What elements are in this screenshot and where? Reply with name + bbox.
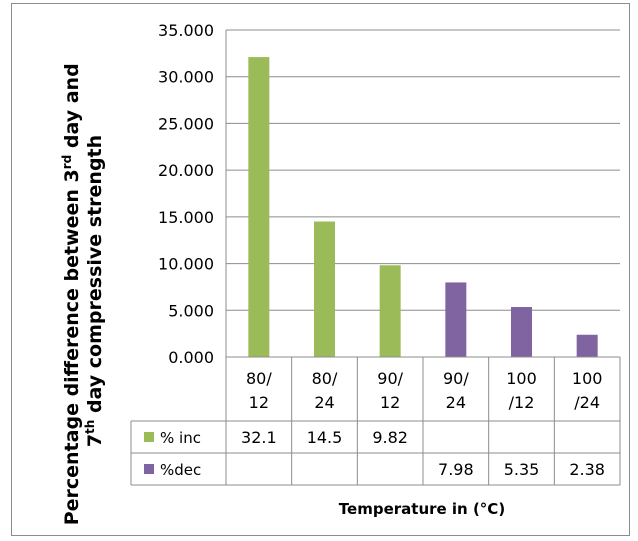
data-label: 7.98 bbox=[438, 460, 474, 479]
y-tick-label: 0.000 bbox=[168, 348, 214, 367]
data-label: 9.82 bbox=[372, 428, 408, 447]
x-axis-label: Temperature in (°C) bbox=[339, 500, 505, 518]
x-tick-label: 90/ bbox=[443, 369, 469, 388]
x-tick-label: 24 bbox=[314, 393, 334, 412]
y-axis-label: Percentage difference between 3rd day an… bbox=[60, 57, 106, 526]
y-tick-label: 25.000 bbox=[158, 114, 214, 133]
bar bbox=[445, 282, 467, 357]
x-tick-label: 12 bbox=[380, 393, 400, 412]
bar bbox=[511, 307, 532, 357]
y-tick-label: 35.000 bbox=[158, 21, 214, 40]
x-tick-label: 90/ bbox=[377, 369, 403, 388]
data-label: 14.5 bbox=[307, 428, 343, 447]
x-tick-label: /12 bbox=[509, 393, 535, 412]
data-table: 80/12 80/24 90/12 90/24 100/12 100/24 % inc 32.… bbox=[130, 356, 621, 486]
y-tick-label: 10.000 bbox=[158, 255, 214, 274]
x-tick-label: 24 bbox=[446, 393, 466, 412]
bar bbox=[248, 57, 270, 357]
axes: 0.000 5.000 10.000 15.000 20.000 25.000 30.000… bbox=[158, 21, 227, 367]
gridlines bbox=[226, 29, 620, 358]
bar bbox=[379, 265, 401, 357]
data-label: 32.1 bbox=[241, 428, 277, 447]
x-tick-label: 100 bbox=[506, 369, 537, 388]
bar bbox=[314, 221, 335, 357]
bars bbox=[248, 57, 598, 357]
legend-label: % inc bbox=[160, 429, 201, 447]
data-label: 2.38 bbox=[569, 460, 605, 479]
x-tick-label: 12 bbox=[249, 393, 269, 412]
data-label: 5.35 bbox=[504, 460, 540, 479]
legend-swatch bbox=[144, 432, 154, 442]
y-tick-label: 15.000 bbox=[158, 208, 214, 227]
x-tick-label: 100 bbox=[572, 369, 603, 388]
bar bbox=[576, 334, 598, 357]
x-tick-label: 80/ bbox=[246, 369, 272, 388]
legend-swatch bbox=[144, 464, 154, 474]
x-tick-label: /24 bbox=[574, 393, 600, 412]
x-tick-label: 80/ bbox=[312, 369, 338, 388]
legend-label: %dec bbox=[160, 461, 201, 479]
y-tick-label: 20.000 bbox=[158, 161, 214, 180]
y-tick-label: 5.000 bbox=[168, 301, 214, 320]
y-tick-label: 30.000 bbox=[158, 68, 214, 87]
